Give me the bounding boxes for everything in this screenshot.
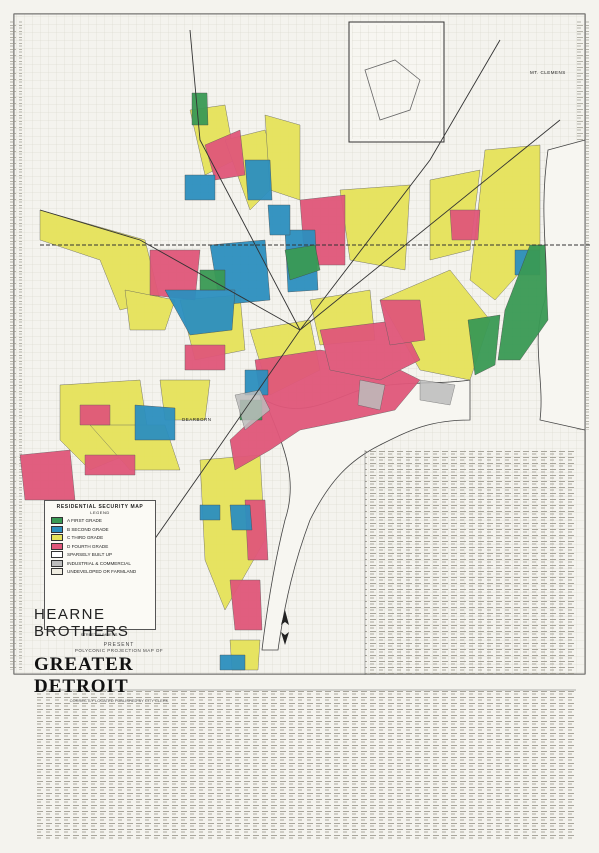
- swatch-industrial: [51, 559, 63, 567]
- swatch-d: [51, 542, 63, 550]
- legend-label: SPARSELY BUILT UP: [67, 552, 113, 557]
- legend-label: INDUSTRIAL & COMMERCIAL: [67, 560, 131, 566]
- map-note: CORRECTLY LOCATED PUBLISHED BY CITY CLER…: [69, 698, 169, 703]
- legend-item-industrial: INDUSTRIAL & COMMERCIAL: [51, 559, 149, 567]
- swatch-c: [51, 534, 63, 541]
- legend-item-a: A FIRST GRADE: [51, 517, 149, 524]
- title-block: HEARNE BROTHERS PRESENT POLYCONIC PROJEC…: [34, 606, 204, 703]
- map-title: GREATER DETROIT: [34, 654, 134, 697]
- legend-subtitle: LEGEND: [90, 510, 110, 515]
- swatch-sparse: [51, 551, 63, 558]
- street-numbers-label: STREET NUMBERS: [80, 632, 118, 637]
- swatch-undeveloped: [51, 568, 63, 575]
- map-subtitle: POLYCONIC PROJECTION MAP OF: [74, 648, 164, 653]
- legend-box: RESIDENTIAL SECURITY MAP LEGEND A FIRST …: [44, 500, 156, 630]
- legend-label: UNDEVELOPED OR FARMLAND: [67, 569, 137, 574]
- legend-item-sparse: SPARSELY BUILT UP: [51, 551, 149, 558]
- present-label: PRESENT: [103, 642, 135, 648]
- legend-label: B SECOND GRADE: [67, 526, 109, 532]
- legend-item-b: B SECOND GRADE: [51, 525, 149, 533]
- swatch-b: [51, 525, 63, 533]
- legend-title: RESIDENTIAL SECURITY MAP: [56, 504, 144, 510]
- publisher-name: HEARNE BROTHERS: [34, 606, 130, 640]
- swatch-a: [51, 517, 63, 524]
- legend-label: A FIRST GRADE: [67, 518, 102, 523]
- legend-item-d: D FOURTH GRADE: [51, 542, 149, 550]
- legend-item-undeveloped: UNDEVELOPED OR FARMLAND: [51, 568, 149, 575]
- legend-item-c: C THIRD GRADE: [51, 534, 149, 541]
- legend-label: C THIRD GRADE: [67, 535, 104, 540]
- legend-label: D FOURTH GRADE: [67, 543, 109, 549]
- place-label-dearborn: DEARBORN: [182, 417, 212, 422]
- place-label-mt-clemens: MT. CLEMENS: [530, 70, 566, 75]
